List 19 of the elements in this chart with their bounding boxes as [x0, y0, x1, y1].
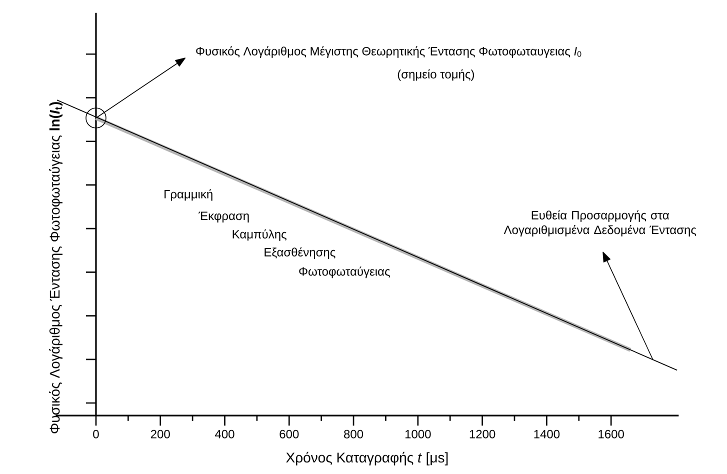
annotation: Έκφραση — [198, 212, 249, 222]
annotation: Εξασθένησης — [264, 247, 336, 259]
annotation: Γραμμική — [164, 189, 212, 201]
x-tick-label: 1000 — [405, 430, 431, 438]
annotation: Καμπύλης — [232, 229, 286, 241]
x-axis-title: Χρόνος Καταγραφής t [μs] — [286, 452, 448, 466]
x-tick-label: 1400 — [534, 430, 560, 438]
x-tick-label: 1200 — [470, 430, 496, 438]
x-tick-label: 600 — [280, 430, 299, 438]
x-tick-label: 200 — [150, 430, 170, 438]
annotation: Φωτοφωταύγειας — [299, 266, 390, 278]
x-tick-label: 0 — [93, 430, 99, 438]
text: Φυσικός Λογάριθμος Μέγιστης Θεωρητικής Έντασης Φωτοφωταυγειας I$_{0}$ — [196, 46, 582, 58]
x-tick-label: 400 — [215, 430, 234, 438]
text: (σημείο τομής) — [398, 69, 474, 81]
x-tick-label: 1600 — [598, 430, 624, 438]
text: Φυσικός Λογάριθμος Έντασης Φωτοφωταύγειας ln(I$_{t}$) — [49, 102, 62, 434]
annotation: Ευθεία Προσαρμογής στα Λογαριθμισμένα Δεδομένα Έντασης — [504, 210, 696, 237]
x-tick-label: 800 — [344, 430, 364, 438]
